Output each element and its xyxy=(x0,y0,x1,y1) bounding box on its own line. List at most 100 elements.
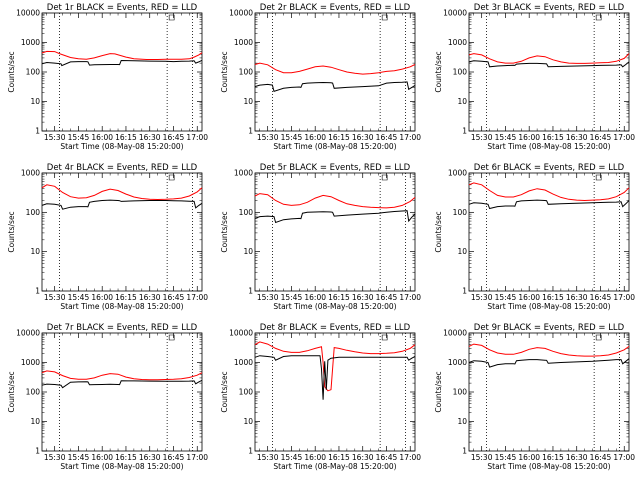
top-marker xyxy=(168,14,175,21)
x-tick-label: 16:15 xyxy=(115,293,137,302)
y-tick-label: 100 xyxy=(26,388,41,397)
y-tick-label: 100 xyxy=(239,68,254,77)
plot-frame xyxy=(41,332,203,452)
x-axis-label: Start Time (08-May-08 15:20:00) xyxy=(60,142,183,151)
y-tick-label: 100 xyxy=(453,68,468,77)
lld-series-line xyxy=(254,341,416,392)
y-tick-label: 10 xyxy=(243,417,253,426)
y-tick-label: 100 xyxy=(453,388,468,397)
top-marker xyxy=(595,174,602,181)
top-marker xyxy=(381,174,388,181)
events-series-line xyxy=(254,81,416,93)
y-tick-label: 100 xyxy=(26,68,41,77)
y-tick-label: 1 xyxy=(35,287,40,296)
x-tick-label: 16:15 xyxy=(542,293,564,302)
detector-panel-5: Det 5r BLACK = Events, RED = LLD 1 10 100 10… xyxy=(220,163,421,311)
lld-series-line xyxy=(254,62,416,75)
x-tick-label: 15:45 xyxy=(495,133,517,142)
detector-panel-8: Det 8r BLACK = Events, RED = LLD 1 10 100 10… xyxy=(220,323,421,471)
plot-frame xyxy=(254,332,416,452)
events-series-line xyxy=(254,355,416,400)
detector-panel-3: Det 3r BLACK = Events, RED = LLD 1 10 100 10… xyxy=(434,3,635,151)
y-tick-label: 10000 xyxy=(443,329,467,338)
x-tick-label: 16:15 xyxy=(328,133,350,142)
y-tick-label: 1000 xyxy=(448,358,467,367)
y-tick-label: 1 xyxy=(35,127,40,136)
y-tick-label: 1 xyxy=(248,127,253,136)
events-series-line xyxy=(41,59,203,67)
x-tick-label: 16:00 xyxy=(518,133,540,142)
x-tick-label: 16:15 xyxy=(115,453,137,462)
y-axis-label: Counts/sec xyxy=(7,211,16,252)
x-tick-label: 16:45 xyxy=(163,293,185,302)
events-series-line xyxy=(468,60,630,68)
x-tick-label: 16:30 xyxy=(139,133,161,142)
y-tick-label: 10000 xyxy=(443,9,467,18)
lld-series-line xyxy=(41,370,203,381)
y-tick-label: 1000 xyxy=(448,169,467,178)
x-tick-label: 17:00 xyxy=(613,453,635,462)
panel-title: Det 6r BLACK = Events, RED = LLD xyxy=(474,163,625,173)
x-axis-label: Start Time (08-May-08 15:20:00) xyxy=(60,462,183,471)
y-axis-label: Counts/sec xyxy=(7,51,16,92)
x-tick-label: 15:45 xyxy=(68,453,90,462)
x-axis-label: Start Time (08-May-08 15:20:00) xyxy=(273,302,396,311)
x-tick-label: 15:30 xyxy=(257,293,279,302)
y-axis-label: Counts/sec xyxy=(7,371,16,412)
events-series-line xyxy=(468,199,630,210)
x-tick-label: 16:15 xyxy=(115,133,137,142)
x-tick-label: 17:00 xyxy=(186,453,208,462)
events-series-line xyxy=(41,379,203,389)
x-tick-label: 16:15 xyxy=(542,453,564,462)
lld-series-line xyxy=(41,50,203,60)
x-tick-label: 15:45 xyxy=(495,293,517,302)
y-tick-label: 10000 xyxy=(229,329,253,338)
panel-title: Det 1r BLACK = Events, RED = LLD xyxy=(47,3,198,13)
x-tick-label: 16:30 xyxy=(566,453,588,462)
lld-series-line xyxy=(468,343,630,357)
y-tick-label: 1000 xyxy=(234,169,253,178)
x-axis-label: Start Time (08-May-08 15:20:00) xyxy=(273,142,396,151)
x-tick-label: 16:15 xyxy=(328,293,350,302)
x-axis-label: Start Time (08-May-08 15:20:00) xyxy=(487,462,610,471)
panel-title: Det 4r BLACK = Events, RED = LLD xyxy=(47,163,198,173)
y-tick-label: 10000 xyxy=(16,9,40,18)
x-tick-label: 16:30 xyxy=(352,453,374,462)
y-tick-label: 10 xyxy=(30,417,40,426)
y-tick-label: 1 xyxy=(462,447,467,456)
lld-series-line xyxy=(468,182,630,202)
x-tick-label: 16:45 xyxy=(163,133,185,142)
x-tick-label: 15:45 xyxy=(281,293,303,302)
y-tick-label: 10000 xyxy=(16,329,40,338)
x-tick-label: 16:45 xyxy=(376,133,398,142)
x-tick-label: 17:00 xyxy=(399,293,421,302)
detector-panel-4: Det 4r BLACK = Events, RED = LLD 1 10 100 10… xyxy=(7,163,208,311)
x-tick-label: 17:00 xyxy=(399,133,421,142)
panel-title: Det 7r BLACK = Events, RED = LLD xyxy=(47,323,198,333)
x-tick-label: 15:30 xyxy=(257,133,279,142)
top-marker xyxy=(381,14,388,21)
x-axis-label: Start Time (08-May-08 15:20:00) xyxy=(60,302,183,311)
x-tick-label: 16:30 xyxy=(352,133,374,142)
x-tick-label: 17:00 xyxy=(613,293,635,302)
plot-frame xyxy=(41,172,203,292)
y-tick-label: 10 xyxy=(30,97,40,106)
x-tick-label: 15:30 xyxy=(471,133,493,142)
x-tick-label: 16:15 xyxy=(328,453,350,462)
detector-panel-1: Det 1r BLACK = Events, RED = LLD 1 10 100 10… xyxy=(7,3,208,151)
x-tick-label: 16:45 xyxy=(590,453,612,462)
x-tick-label: 16:00 xyxy=(91,293,113,302)
x-tick-label: 15:45 xyxy=(68,133,90,142)
detector-panel-9: Det 9r BLACK = Events, RED = LLD 1 10 100 10… xyxy=(434,323,635,471)
plot-frame xyxy=(254,172,416,292)
top-marker xyxy=(381,334,388,341)
y-tick-label: 1000 xyxy=(448,38,467,47)
y-tick-label: 10 xyxy=(457,417,467,426)
panel-title: Det 5r BLACK = Events, RED = LLD xyxy=(260,163,411,173)
x-tick-label: 16:15 xyxy=(542,133,564,142)
plot-frame xyxy=(254,12,416,132)
panel-title: Det 3r BLACK = Events, RED = LLD xyxy=(474,3,625,13)
top-marker xyxy=(595,14,602,21)
y-tick-label: 100 xyxy=(239,388,254,397)
x-tick-label: 15:45 xyxy=(68,293,90,302)
